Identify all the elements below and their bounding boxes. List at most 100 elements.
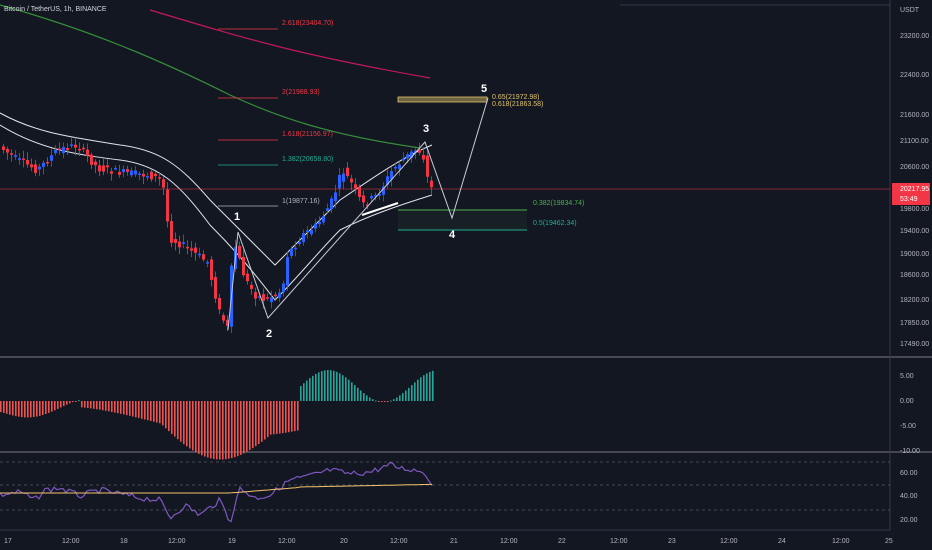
macd-bar	[339, 373, 341, 401]
candle	[66, 148, 69, 151]
macd-bar	[390, 400, 392, 402]
macd-bar	[399, 395, 401, 401]
candle	[50, 155, 53, 161]
macd-bar	[57, 401, 59, 409]
candle	[254, 292, 257, 299]
time-tick: 24	[778, 538, 786, 545]
candle	[74, 144, 77, 148]
candle	[322, 216, 325, 223]
macd-bar	[252, 401, 254, 449]
macd-bar	[351, 382, 353, 401]
time-tick: 12:00	[168, 538, 186, 545]
macd-bar	[117, 401, 119, 414]
macd-bar	[402, 393, 404, 401]
elliott-wave-path[interactable]	[227, 97, 489, 331]
macd-bar	[381, 401, 383, 402]
macd-bar	[414, 382, 416, 401]
macd-bar	[375, 400, 377, 402]
macd-bar	[96, 401, 98, 410]
macd-bar	[87, 401, 89, 408]
candle	[390, 171, 393, 180]
price-tick: 19000.00	[900, 251, 929, 258]
time-tick: 12:00	[500, 538, 518, 545]
macd-bar	[276, 401, 278, 434]
candle	[190, 248, 193, 251]
macd-bar	[90, 401, 92, 409]
macd-bar	[360, 390, 362, 401]
fib-label: 0.5(19462.34)	[533, 220, 577, 227]
fib-label: 0.618(21863.58)	[492, 101, 543, 108]
macd-bar	[357, 387, 359, 401]
candle	[298, 241, 301, 244]
wave-label-4: 4	[449, 229, 456, 241]
macd-bar	[84, 401, 86, 408]
macd-bar	[30, 401, 32, 418]
rsi-pane[interactable]: 60.00 40.00 20.00	[0, 461, 918, 524]
macd-bar	[21, 401, 23, 418]
time-axis[interactable]: 17 12:00 18 12:00 19 12:00 20 12:00 21 12:00 22 12:…	[4, 538, 893, 545]
macd-bar	[186, 401, 188, 447]
time-tick: 20	[340, 538, 348, 545]
candle	[338, 175, 341, 189]
macd-bar	[114, 401, 116, 413]
candle	[122, 169, 125, 173]
fib-label: 0.382(19834.74)	[533, 200, 584, 207]
macd-bar	[156, 401, 158, 423]
macd-bar	[384, 401, 386, 402]
macd-bar	[426, 373, 428, 401]
time-tick: 12:00	[610, 538, 628, 545]
candle	[138, 173, 141, 176]
macd-pane[interactable]: 5.00 0.00 -5.00 -10.00	[0, 370, 920, 460]
time-tick: 18	[120, 538, 128, 545]
candle	[30, 164, 33, 168]
macd-bar	[279, 401, 281, 434]
candle	[26, 159, 29, 165]
macd-bar	[294, 401, 296, 432]
macd-bar	[129, 401, 131, 416]
candle	[330, 198, 333, 210]
macd-tick: 0.00	[900, 398, 914, 405]
time-tick: 12:00	[720, 538, 738, 545]
wave-label-5: 5	[481, 83, 487, 95]
macd-bar	[210, 401, 212, 459]
macd-bar	[405, 390, 407, 401]
macd-bar	[315, 373, 317, 401]
candle	[186, 246, 189, 249]
candle	[198, 253, 201, 256]
macd-bar	[411, 385, 413, 401]
current-price: 20217.95	[900, 186, 929, 193]
macd-bar	[204, 401, 206, 457]
macd-bar	[51, 401, 53, 412]
candle	[394, 166, 397, 169]
macd-bar	[36, 401, 38, 417]
target-zone-box[interactable]	[397, 96, 488, 103]
candle	[154, 173, 157, 177]
macd-bar	[366, 395, 368, 401]
candle	[226, 319, 229, 327]
macd-bar	[198, 401, 200, 454]
macd-bar	[162, 401, 164, 426]
macd-bar	[324, 370, 326, 401]
macd-bar	[63, 401, 65, 407]
candle	[114, 167, 117, 170]
price-axis[interactable]: USDT 23200.00 22400.00 21600.00 21100.00 206…	[892, 7, 930, 348]
macd-bar	[300, 386, 302, 401]
candle	[150, 171, 153, 180]
candle	[82, 147, 85, 150]
macd-bar	[183, 401, 185, 445]
candle	[262, 294, 265, 301]
candle	[282, 283, 285, 293]
price-pane[interactable]: 2.618(23404.70) 2(21988.93) 1.618(21156.…	[0, 4, 890, 340]
candle	[422, 154, 425, 160]
candle	[370, 196, 373, 199]
trendline[interactable]	[361, 202, 399, 216]
candle	[2, 146, 5, 150]
candle	[54, 149, 57, 154]
macd-bar	[267, 401, 269, 438]
candle	[326, 208, 329, 212]
wave-label-3: 3	[423, 123, 429, 135]
candle	[34, 164, 37, 173]
candles-group	[2, 137, 433, 334]
macd-bar	[303, 383, 305, 401]
